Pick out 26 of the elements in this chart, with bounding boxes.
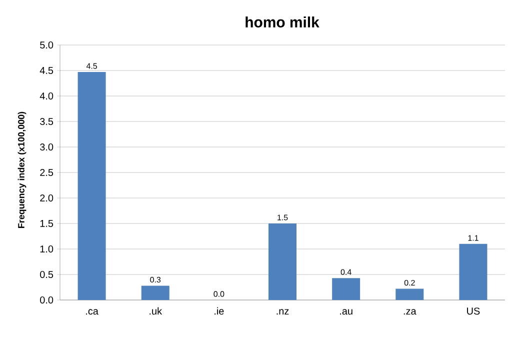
- y-tick-label: 2.0: [40, 194, 54, 202]
- y-tick-label: 5.0: [40, 41, 54, 49]
- bar: [332, 278, 360, 300]
- x-tick-label: .au: [340, 309, 352, 315]
- y-tick-label: 2.5: [40, 168, 54, 176]
- x-tick-label: .ie: [214, 307, 224, 315]
- x-tick-label: .za: [404, 309, 416, 315]
- bar: [459, 244, 488, 300]
- y-axis-title: Frequency index (x100,000): [18, 112, 26, 228]
- bar: [141, 286, 170, 300]
- x-tick-label: .ca: [86, 309, 98, 315]
- x-tick-label: .uk: [150, 307, 162, 315]
- y-tick-label: 0.0: [40, 296, 54, 304]
- y-tick-label: 4.5: [40, 67, 54, 74]
- bar: [78, 72, 106, 300]
- chart-title: homo milk: [246, 16, 320, 28]
- x-tick-label: US: [467, 308, 480, 315]
- y-tick-label: 0.5: [40, 270, 54, 278]
- y-tick-label: 3.0: [40, 143, 54, 151]
- y-tick-label: 1.5: [40, 220, 54, 227]
- bar: [396, 288, 424, 300]
- bar: [268, 224, 297, 300]
- y-tick-label: 4.0: [40, 92, 54, 100]
- y-tick-label: 3.5: [40, 118, 54, 126]
- x-tick-label: .nz: [276, 309, 289, 315]
- y-tick-label: 1.0: [40, 245, 54, 253]
